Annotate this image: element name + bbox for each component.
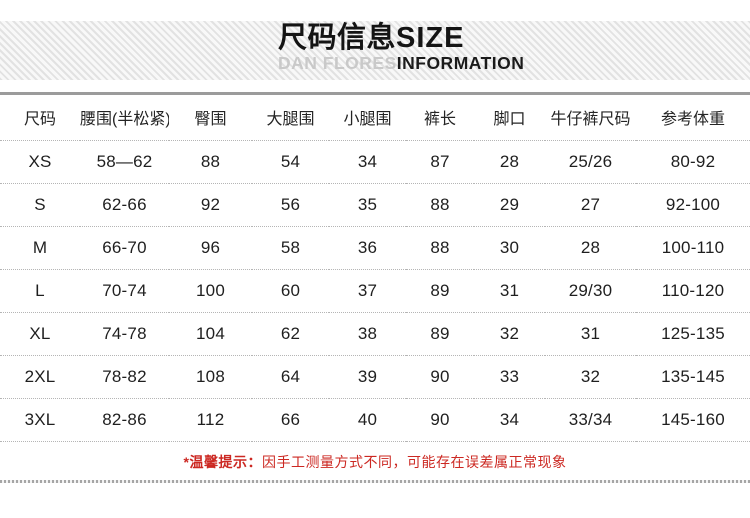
header-cell-thigh: 大腿围 [252, 95, 329, 141]
cell: 62-66 [80, 183, 169, 227]
cell: 39 [329, 355, 406, 399]
cell: 29 [474, 183, 545, 227]
cell: 74-78 [80, 312, 169, 356]
cell: 3XL [0, 398, 80, 442]
cell: 64 [252, 355, 329, 399]
cell: 2XL [0, 355, 80, 399]
cell: 30 [474, 226, 545, 270]
header-cell-pants-length: 裤长 [406, 95, 474, 141]
cell: 135-145 [636, 355, 750, 399]
cell: 40 [329, 398, 406, 442]
size-table: 尺码 腰围(半松紧) 臀围 大腿围 小腿围 裤长 脚口 牛仔裤尺码 参考体重 X… [0, 95, 750, 442]
cell: 34 [474, 398, 545, 442]
cell: 100-110 [636, 226, 750, 270]
header-cell-waist: 腰围(半松紧) [80, 95, 169, 141]
subtitle-english: INFORMATION [396, 53, 525, 73]
cell: 58 [252, 226, 329, 270]
cell: S [0, 183, 80, 227]
cell: 100 [169, 269, 252, 313]
cell: 145-160 [636, 398, 750, 442]
cell: 90 [406, 398, 474, 442]
cell: 58—62 [80, 140, 169, 184]
cell: 31 [474, 269, 545, 313]
cell: 110-120 [636, 269, 750, 313]
cell: 60 [252, 269, 329, 313]
header-cell-leg-opening: 脚口 [474, 95, 545, 141]
measurement-disclaimer: *温馨提示：因手工测量方式不同，可能存在误差属正常现象 [0, 452, 750, 472]
cell: 33 [474, 355, 545, 399]
cell: 88 [406, 226, 474, 270]
cell: 92 [169, 183, 252, 227]
cell: 27 [545, 183, 636, 227]
table-header-row: 尺码 腰围(半松紧) 臀围 大腿围 小腿围 裤长 脚口 牛仔裤尺码 参考体重 [0, 95, 750, 141]
cell: 35 [329, 183, 406, 227]
header-cell-hip: 臀围 [169, 95, 252, 141]
cell: 28 [545, 226, 636, 270]
note-label: *温馨提示： [183, 454, 262, 470]
table-row-l: L 70-74 100 60 37 89 31 29/30 110-120 [0, 269, 750, 313]
cell: 37 [329, 269, 406, 313]
title-chinese: 尺码信息 [278, 22, 397, 54]
table-row-s: S 62-66 92 56 35 88 29 27 92-100 [0, 183, 750, 227]
cell: 96 [169, 226, 252, 270]
cell: 29/30 [545, 269, 636, 313]
table-row-3xl: 3XL 82-86 112 66 40 90 34 33/34 145-160 [0, 398, 750, 442]
cell: 104 [169, 312, 252, 356]
cell: 87 [406, 140, 474, 184]
title-line-1: 尺码信息SIZE [278, 24, 524, 53]
table-row-m: M 66-70 96 58 36 88 30 28 100-110 [0, 226, 750, 270]
cell: 89 [406, 269, 474, 313]
table-row-xs: XS 58—62 88 54 34 87 28 25/26 80-92 [0, 140, 750, 184]
cell: 78-82 [80, 355, 169, 399]
table-row-2xl: 2XL 78-82 108 64 39 90 33 32 135-145 [0, 355, 750, 399]
cell: 54 [252, 140, 329, 184]
cell: 62 [252, 312, 329, 356]
cell: 32 [545, 355, 636, 399]
cell: 92-100 [636, 183, 750, 227]
title-line-2: DAN FLORESINFORMATION [278, 53, 525, 73]
cell: 28 [474, 140, 545, 184]
cell: 90 [406, 355, 474, 399]
cell: 36 [329, 226, 406, 270]
cell: 82-86 [80, 398, 169, 442]
note-text: 因手工测量方式不同，可能存在误差属正常现象 [261, 454, 567, 470]
cell: 125-135 [636, 312, 750, 356]
header-cell-size: 尺码 [0, 95, 80, 141]
cell: 66-70 [80, 226, 169, 270]
header-cell-ref-weight: 参考体重 [636, 95, 750, 141]
title-english: SIZE [396, 22, 465, 54]
cell: XL [0, 312, 80, 356]
header-cell-jeans-size: 牛仔裤尺码 [545, 95, 636, 141]
cell: XS [0, 140, 80, 184]
top-divider-line [0, 92, 750, 95]
cell: 89 [406, 312, 474, 356]
cell: 38 [329, 312, 406, 356]
cell: 88 [169, 140, 252, 184]
striped-banner [0, 21, 750, 80]
cell: M [0, 226, 80, 270]
brand-name: DAN FLORES [278, 53, 397, 73]
cell: 66 [252, 398, 329, 442]
cell: L [0, 269, 80, 313]
cell: 34 [329, 140, 406, 184]
cell: 31 [545, 312, 636, 356]
bottom-divider-line [0, 480, 750, 483]
table-row-xl: XL 74-78 104 62 38 89 32 31 125-135 [0, 312, 750, 356]
cell: 88 [406, 183, 474, 227]
cell: 108 [169, 355, 252, 399]
cell: 33/34 [545, 398, 636, 442]
cell: 56 [252, 183, 329, 227]
page-title: 尺码信息SIZE DAN FLORESINFORMATION [278, 24, 524, 73]
cell: 80-92 [636, 140, 750, 184]
cell: 25/26 [545, 140, 636, 184]
header-cell-calf: 小腿围 [329, 95, 406, 141]
cell: 70-74 [80, 269, 169, 313]
cell: 32 [474, 312, 545, 356]
cell: 112 [169, 398, 252, 442]
